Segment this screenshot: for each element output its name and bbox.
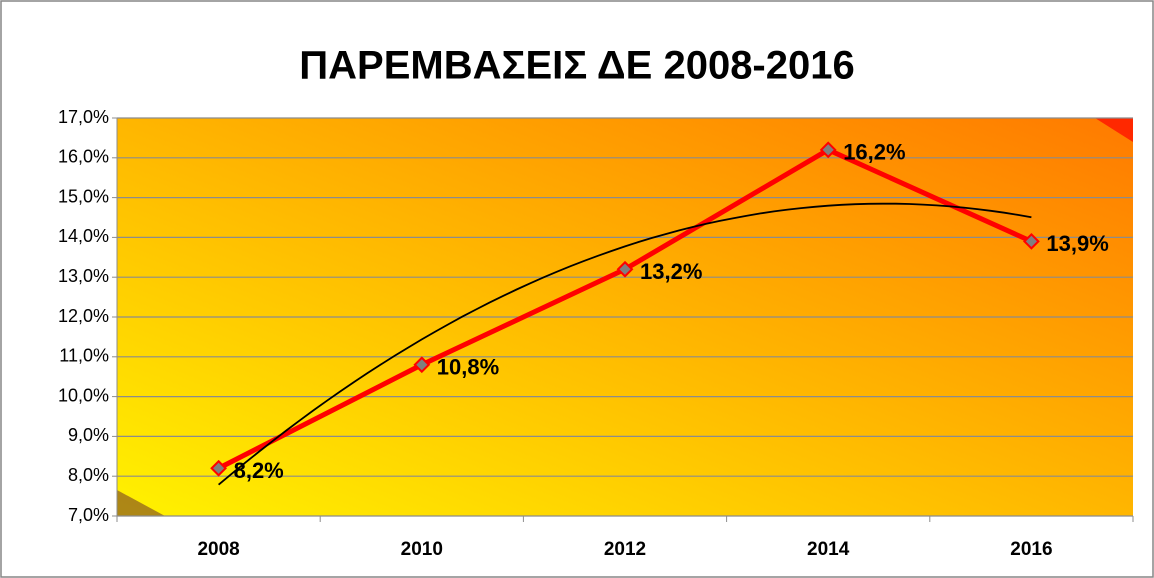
y-tick-label: 11,0% — [59, 346, 109, 366]
data-label: 13,2% — [640, 259, 702, 284]
y-tick-label: 13,0% — [58, 266, 109, 286]
y-tick-label: 8,0% — [68, 465, 109, 485]
marker — [210, 459, 228, 477]
data-label: 13,9% — [1046, 231, 1108, 256]
x-tick-label: 2008 — [197, 539, 239, 560]
y-tick-label: 15,0% — [58, 186, 109, 206]
y-tick-label: 9,0% — [68, 425, 109, 445]
data-label: 16,2% — [843, 140, 905, 165]
y-tick-label: 16,0% — [58, 147, 109, 167]
chart-title: ΠΑΡΕΜΒΑΣΕΙΣ ΔΕ 2008-2016 — [299, 44, 855, 88]
x-tick-label: 2014 — [807, 539, 850, 560]
marker — [1022, 232, 1040, 250]
data-label: 10,8% — [437, 355, 499, 380]
marker — [819, 141, 837, 159]
trendline — [218, 202, 1032, 486]
x-tick-label: 2016 — [1010, 539, 1052, 560]
y-tick-label: 12,0% — [58, 306, 109, 326]
data-label: 8,2% — [234, 458, 284, 483]
marker — [616, 260, 634, 278]
corner-shade — [1095, 118, 1133, 142]
y-tick-label: 14,0% — [58, 226, 109, 246]
y-tick-label: 17,0% — [58, 107, 109, 127]
marker — [413, 356, 431, 374]
corner-shade — [117, 490, 165, 516]
y-tick-label: 7,0% — [68, 505, 109, 525]
x-tick-label: 2012 — [604, 539, 646, 560]
x-tick-label: 2010 — [401, 539, 443, 560]
y-tick-label: 10,0% — [58, 385, 109, 405]
